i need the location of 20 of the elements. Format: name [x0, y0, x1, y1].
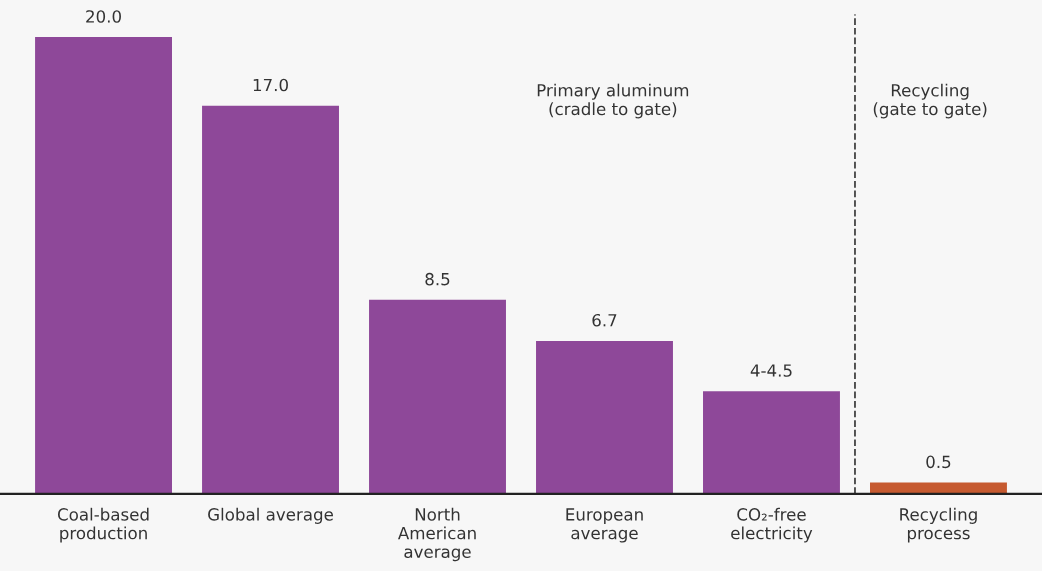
bar	[202, 105, 339, 494]
data-label: 6.7	[592, 313, 617, 327]
data-label: 20.0	[86, 10, 121, 23]
data-label: 4-4.5	[750, 364, 792, 377]
annotation: Primary aluminum (cradle to gate)	[537, 83, 689, 119]
x-tick-label: Recycling process	[900, 507, 977, 543]
x-tick-label: North American average	[397, 507, 476, 562]
data-label: 0.5	[926, 455, 951, 469]
bar	[536, 340, 673, 494]
bar	[369, 299, 506, 494]
data-label: 17.0	[253, 78, 288, 92]
bar	[35, 37, 172, 494]
annotation: Recycling (gate to gate)	[873, 83, 987, 119]
bar	[703, 391, 840, 494]
x-tick-label: Global average	[208, 507, 333, 524]
x-tick-label: European average	[566, 508, 643, 543]
bar	[870, 482, 1007, 494]
x-tick-label: Coal-based production	[57, 507, 149, 543]
data-label: 8.5	[425, 272, 450, 286]
x-tick-label: CO₂-free electricity	[731, 507, 813, 543]
